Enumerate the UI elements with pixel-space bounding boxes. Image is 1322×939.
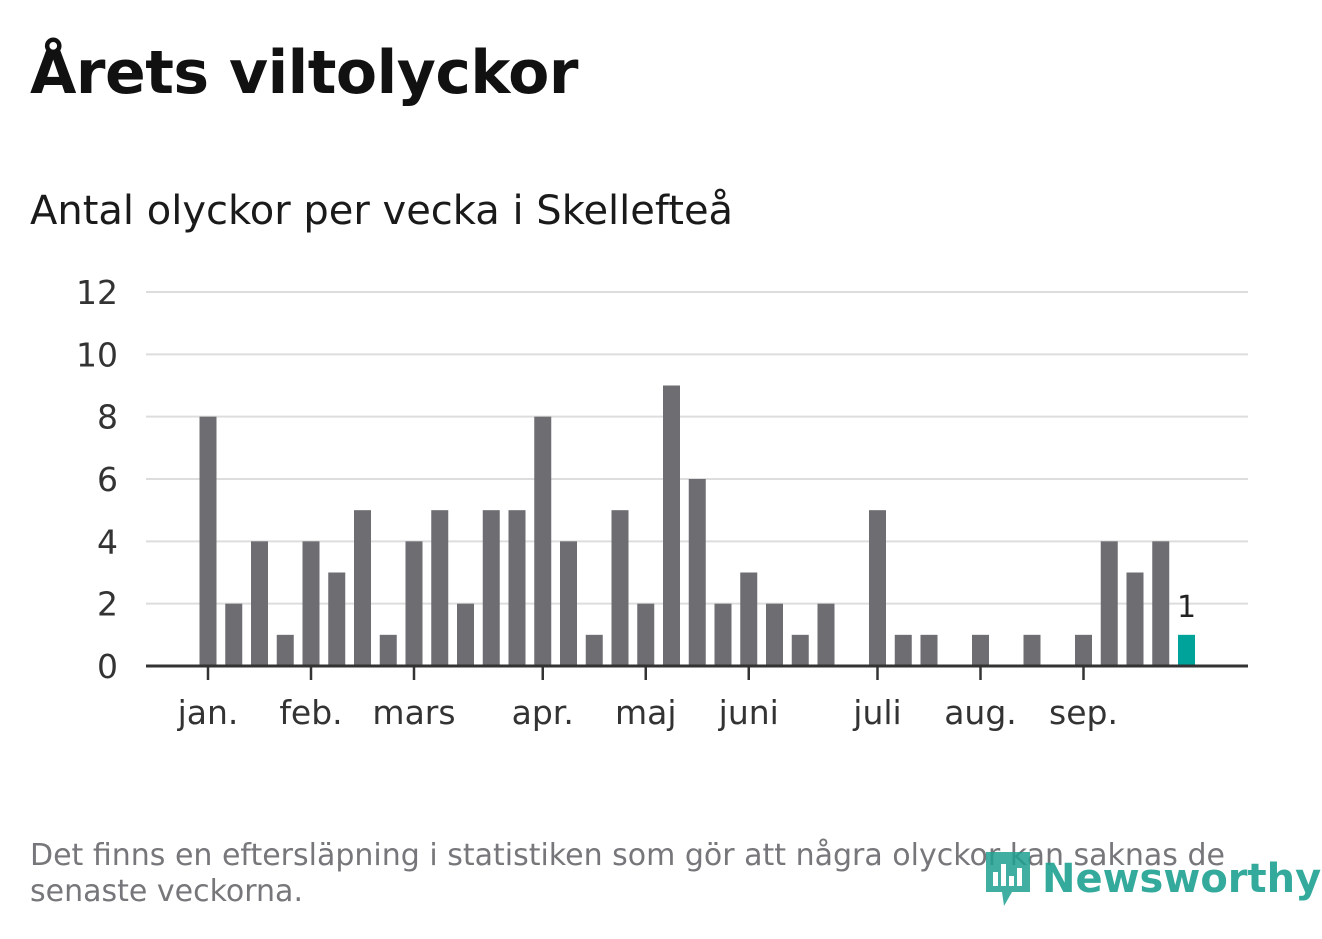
- x-tick-label: juni: [718, 693, 779, 732]
- bar: [894, 634, 912, 666]
- x-tick-label: sep.: [1049, 693, 1118, 732]
- bar: [328, 572, 346, 666]
- bar: [1023, 634, 1041, 666]
- bar: [251, 541, 268, 666]
- bar: [637, 603, 655, 666]
- bar: [791, 634, 809, 666]
- highlight-bar: [1178, 634, 1195, 666]
- bar: [199, 416, 217, 666]
- data-label: 1: [1177, 590, 1196, 625]
- bar: [457, 603, 474, 666]
- bar: [817, 603, 835, 666]
- chart-title: Årets viltolyckor: [30, 38, 579, 108]
- y-tick-label: 10: [76, 335, 118, 374]
- bar: [534, 416, 552, 666]
- bar: [972, 634, 989, 666]
- bar: [869, 510, 886, 666]
- bar: [302, 541, 320, 666]
- x-tick-label: apr.: [512, 693, 574, 732]
- y-tick-label: 4: [97, 522, 118, 561]
- bar: [431, 510, 449, 666]
- bar: [1100, 541, 1118, 666]
- chart-subtitle: Antal olyckor per vecka i Skellefteå: [30, 188, 734, 234]
- newsworthy-logo-icon: [986, 852, 1030, 906]
- bar: [225, 603, 243, 666]
- bar: [920, 634, 938, 666]
- y-tick-label: 0: [97, 647, 118, 686]
- x-tick-label: aug.: [944, 693, 1017, 732]
- bar: [663, 385, 680, 666]
- bar: [1075, 634, 1092, 666]
- bar: [1126, 572, 1144, 666]
- axes: [146, 664, 1248, 680]
- brand-name: Newsworthy: [1042, 856, 1322, 902]
- bar: [1152, 541, 1170, 666]
- bar: [379, 634, 397, 666]
- x-tick-label: maj: [615, 693, 677, 732]
- bar: [508, 510, 526, 666]
- bar: [354, 510, 371, 666]
- bar-chart: 0 2 4 6 8 10 12 1 jan. feb. mars apr. maj juni juli aug…: [76, 273, 1248, 732]
- bar: [405, 541, 423, 666]
- x-tick-label: feb.: [279, 693, 342, 732]
- bar: [740, 572, 758, 666]
- y-tick-label: 8: [97, 398, 118, 437]
- bar: [560, 541, 577, 666]
- bar: [482, 510, 500, 666]
- bar: [688, 479, 706, 666]
- x-tick-label: juli: [852, 693, 901, 732]
- y-tick-label: 6: [97, 460, 118, 499]
- labels: 0 2 4 6 8 10 12 1 jan. feb. mars apr. maj juni juli aug…: [76, 273, 1196, 732]
- bar: [714, 603, 732, 666]
- y-tick-label: 2: [97, 585, 118, 624]
- x-tick-label: jan.: [177, 693, 239, 732]
- bar: [611, 510, 629, 666]
- bar: [585, 634, 603, 666]
- bars: [199, 385, 1195, 666]
- bar: [766, 603, 783, 666]
- y-tick-label: 12: [76, 273, 118, 312]
- newsworthy-logo[interactable]: Newsworthy: [982, 848, 1321, 910]
- x-tick-label: mars: [372, 693, 455, 732]
- bar: [276, 634, 294, 666]
